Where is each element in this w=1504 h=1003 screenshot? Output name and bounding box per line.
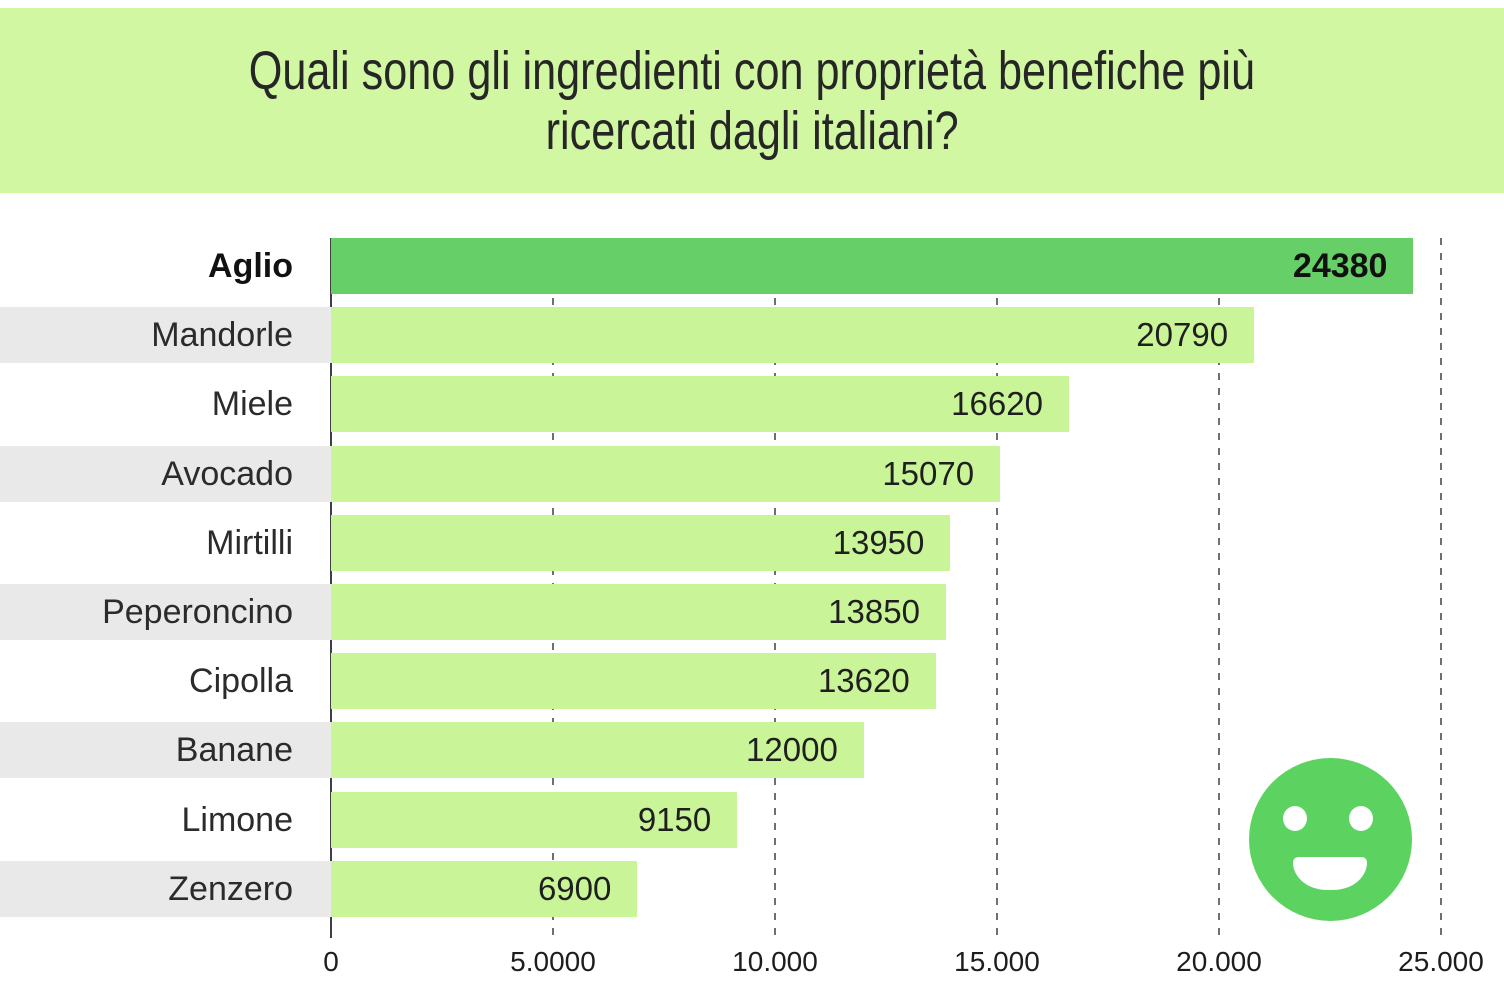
category-label: Mandorle (0, 307, 331, 364)
value-label: 6900 (537, 869, 612, 907)
smiley-right-eye (1349, 806, 1373, 831)
category-label: Cipolla (189, 662, 293, 701)
value-label: 13850 (828, 592, 920, 630)
title-banner: Quali sono gli ingredienti con proprietà… (0, 8, 1504, 193)
value-bar: 6900 (331, 860, 638, 917)
x-tick-label: 5.0000 (510, 946, 596, 977)
smiley-left-eye (1283, 806, 1307, 831)
category-label: Limone (181, 800, 293, 839)
x-tick-label: 15.000 (954, 946, 1040, 977)
gridline-15000 (996, 238, 998, 938)
category-label: Aglio (208, 247, 293, 285)
value-label: 20790 (1136, 316, 1229, 354)
category-label: Banane (0, 722, 331, 779)
value-label: 13620 (817, 662, 910, 700)
category-row: Cipolla 13620 (0, 653, 1504, 722)
chart-title-line2: ricercati dagli italiani? (545, 100, 959, 161)
category-row: Mandorle 20790 (0, 307, 1504, 376)
value-bar: 13950 (331, 514, 951, 571)
category-row: Mirtilli 13950 (0, 514, 1504, 584)
x-tick-label: 25.000 (1398, 946, 1484, 977)
gridline-20000 (1218, 238, 1220, 938)
category-row: Limone 9150 (0, 791, 1504, 861)
category-label: Mirtilli (206, 523, 293, 562)
value-bar: 16620 (331, 376, 1069, 433)
value-bar: 13620 (331, 653, 936, 710)
x-tick-label: 20.000 (1176, 946, 1262, 977)
value-bar: 12000 (331, 722, 864, 779)
x-tick-label: 10.000 (732, 946, 818, 977)
smiley-mouth (1293, 857, 1367, 890)
value-bar: 20790 (331, 307, 1255, 364)
value-label: 15070 (882, 454, 975, 492)
category-label: Zenzero (0, 860, 331, 917)
chart-title-line1: Quali sono gli ingredienti con proprietà… (248, 40, 1256, 101)
category-label: Peperoncino (0, 583, 331, 640)
value-bar: 24380 (331, 238, 1414, 294)
category-label: Miele (211, 385, 293, 424)
value-bar: 9150 (331, 791, 738, 848)
category-label: Avocado (0, 445, 331, 502)
category-row: Peperoncino 13850 (0, 583, 1504, 653)
category-row: Banane 12000 (0, 722, 1504, 791)
value-bar: 13850 (331, 583, 946, 640)
category-row: Aglio 24380 (0, 238, 1504, 307)
value-label: 12000 (746, 731, 838, 769)
category-row: Miele 16620 (0, 376, 1504, 445)
value-label: 13950 (832, 523, 925, 561)
category-row: Zenzero 6900 (0, 860, 1504, 930)
category-row: Avocado 15070 (0, 445, 1504, 515)
value-label: 9150 (637, 800, 712, 838)
x-tick-label: 0 (323, 946, 339, 977)
value-bar: 15070 (331, 445, 1001, 502)
value-label: 24380 (1292, 247, 1388, 285)
gridline-25000 (1440, 238, 1442, 938)
x-axis: 0 5.0000 10.000 15.000 20.000 25.000 (0, 946, 1504, 986)
bar-rows: Aglio 24380 Mandorle 20790 Miele 16620 A… (0, 238, 1504, 930)
smiley-icon (1249, 758, 1412, 921)
value-label: 16620 (951, 385, 1043, 423)
